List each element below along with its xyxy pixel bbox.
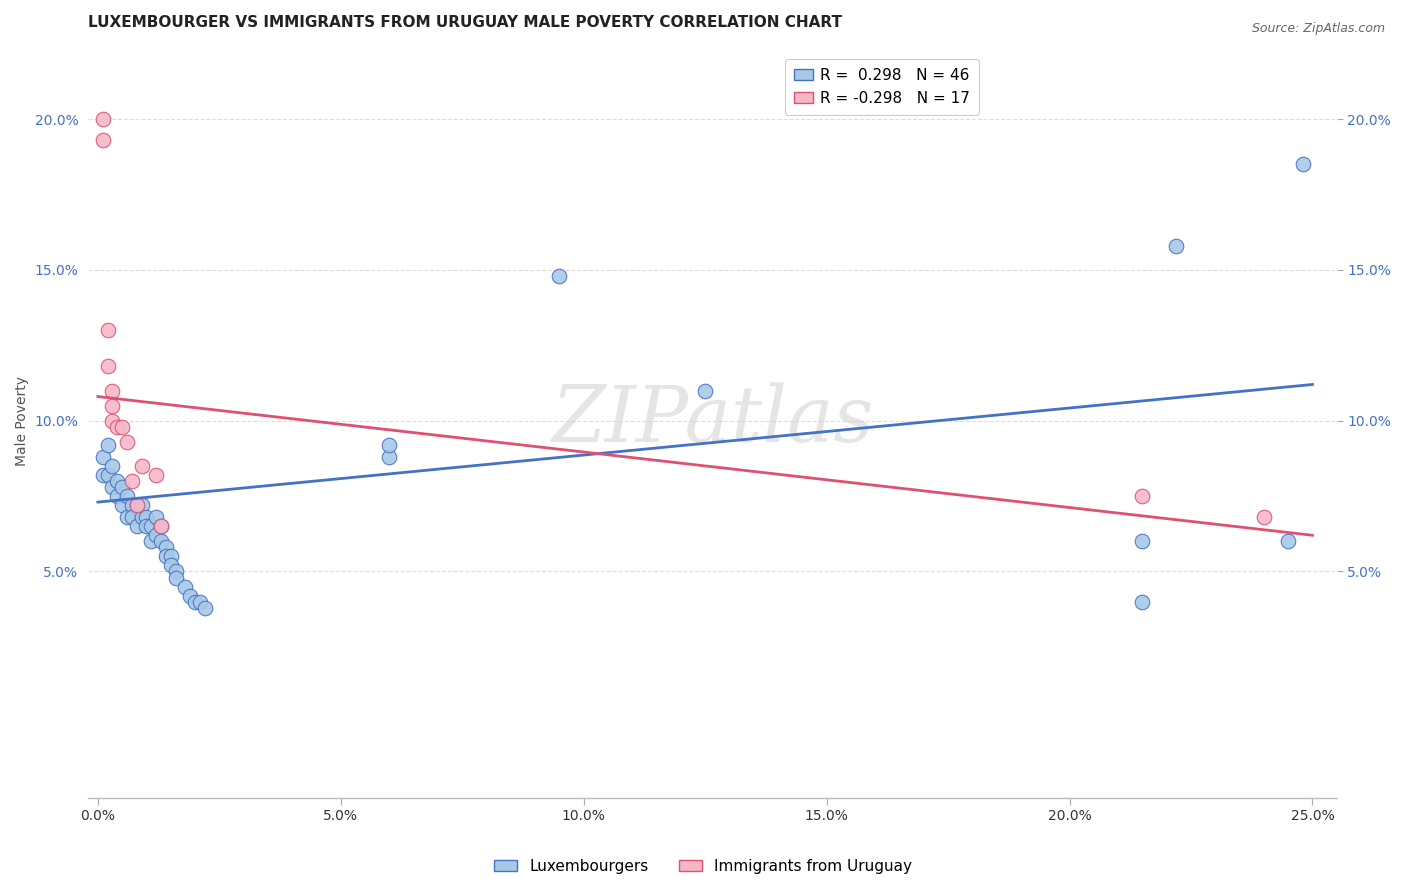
Point	[1166, 238, 1188, 252]
Point	[97, 438, 120, 452]
Point	[131, 458, 153, 473]
Point	[1132, 489, 1154, 503]
Point	[111, 498, 134, 512]
Point	[131, 498, 153, 512]
Point	[91, 450, 114, 464]
Point	[115, 434, 138, 449]
Point	[97, 467, 120, 482]
Legend: Luxembourgers, Immigrants from Uruguay: Luxembourgers, Immigrants from Uruguay	[488, 853, 918, 880]
Point	[97, 323, 120, 337]
Point	[155, 549, 177, 564]
Point	[165, 570, 187, 584]
Text: LUXEMBOURGER VS IMMIGRANTS FROM URUGUAY MALE POVERTY CORRELATION CHART: LUXEMBOURGER VS IMMIGRANTS FROM URUGUAY …	[89, 15, 842, 30]
Point	[194, 600, 217, 615]
Point	[125, 498, 148, 512]
Point	[91, 467, 114, 482]
Point	[150, 519, 173, 533]
Point	[188, 594, 211, 608]
Point	[159, 558, 181, 573]
Point	[111, 480, 134, 494]
Point	[135, 510, 157, 524]
Point	[111, 419, 134, 434]
Point	[159, 549, 181, 564]
Point	[101, 384, 124, 398]
Point	[145, 528, 167, 542]
Point	[101, 480, 124, 494]
Point	[695, 384, 717, 398]
Point	[150, 519, 173, 533]
Text: ZIPatlas: ZIPatlas	[551, 383, 873, 458]
Point	[121, 510, 143, 524]
Point	[115, 510, 138, 524]
Point	[101, 414, 124, 428]
Point	[145, 467, 167, 482]
Point	[91, 112, 114, 126]
Point	[105, 419, 128, 434]
Point	[105, 474, 128, 488]
Point	[115, 489, 138, 503]
Point	[141, 519, 163, 533]
Point	[125, 519, 148, 533]
Point	[131, 510, 153, 524]
Point	[150, 534, 173, 549]
Point	[91, 133, 114, 147]
Point	[1132, 594, 1154, 608]
Point	[97, 359, 120, 374]
Point	[145, 510, 167, 524]
Point	[101, 399, 124, 413]
Text: Source: ZipAtlas.com: Source: ZipAtlas.com	[1251, 22, 1385, 36]
Point	[155, 541, 177, 555]
Point	[101, 458, 124, 473]
Point	[1292, 157, 1315, 171]
Point	[1277, 534, 1299, 549]
Point	[184, 594, 207, 608]
Point	[105, 489, 128, 503]
Legend: R =  0.298   N = 46, R = -0.298   N = 17: R = 0.298 N = 46, R = -0.298 N = 17	[786, 59, 980, 115]
Point	[378, 450, 401, 464]
Point	[179, 589, 201, 603]
Point	[121, 474, 143, 488]
Point	[1253, 510, 1275, 524]
Point	[125, 498, 148, 512]
Point	[135, 519, 157, 533]
Point	[1132, 534, 1154, 549]
Point	[548, 268, 571, 283]
Y-axis label: Male Poverty: Male Poverty	[15, 376, 30, 466]
Point	[121, 498, 143, 512]
Point	[165, 565, 187, 579]
Point	[141, 534, 163, 549]
Point	[378, 438, 401, 452]
Point	[174, 580, 197, 594]
